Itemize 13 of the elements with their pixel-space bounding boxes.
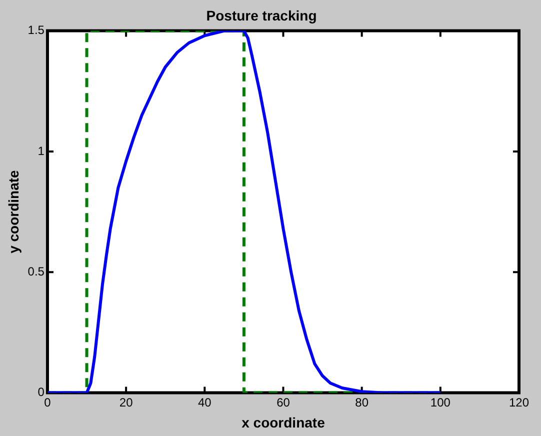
x-tick-label: 120	[508, 395, 530, 410]
x-tick-label: 40	[198, 395, 212, 410]
x-tick-label: 60	[276, 395, 290, 410]
y-tick-label: 0	[38, 385, 45, 400]
y-tick-label: 1	[38, 144, 45, 158]
y-tick-label: 0.5	[28, 264, 45, 278]
x-tick-label: 100	[430, 395, 451, 410]
x-tick-label: 80	[355, 395, 369, 410]
x-axis-title: x coordinate	[242, 414, 326, 430]
y-tick-label: 1.5	[28, 23, 45, 38]
chart-title: Posture tracking	[206, 7, 317, 24]
y-axis-title: y coordinate	[5, 170, 22, 254]
x-tick-label: 20	[119, 395, 134, 410]
